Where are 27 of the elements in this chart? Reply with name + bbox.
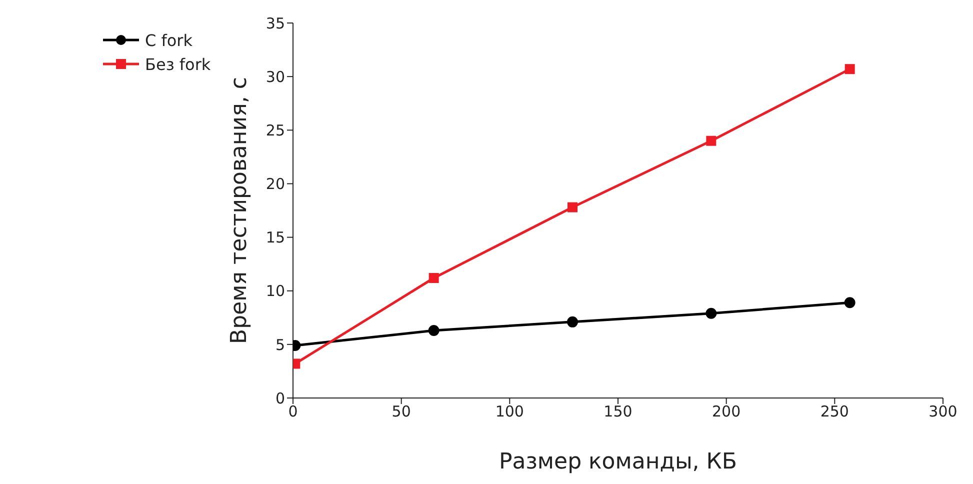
x-tick-label: 250	[820, 402, 849, 421]
x-tick-label: 150	[604, 402, 632, 421]
point	[706, 308, 717, 319]
y-tick-label: 35	[266, 14, 285, 32]
y-tick-label: 15	[266, 228, 285, 247]
x-axis-title: Размер команды, КБ	[498, 450, 738, 475]
point	[844, 64, 855, 74]
x-tick-label: 200	[712, 402, 741, 421]
point	[428, 273, 439, 283]
y-tick-label: 25	[266, 121, 285, 140]
x-tick-label: 50	[392, 402, 411, 421]
y-tick-label: 20	[266, 175, 285, 194]
y-axis-title: Время тестирования, с	[226, 77, 252, 344]
legend-label: Без fork	[145, 54, 211, 74]
x-tick-label: 0	[288, 402, 298, 421]
x-tick-label: 300	[928, 402, 958, 421]
legend-label: С fork	[145, 30, 193, 50]
point	[568, 202, 578, 212]
point	[428, 325, 440, 336]
x-tick-label: 100	[495, 402, 524, 421]
point	[844, 297, 856, 308]
point	[706, 136, 716, 146]
y-tick-label: 0	[275, 389, 285, 408]
y-tick-label: 5	[275, 336, 285, 354]
y-tick-label: 10	[266, 282, 285, 300]
point	[567, 316, 578, 328]
y-tick-label: 30	[266, 68, 285, 86]
